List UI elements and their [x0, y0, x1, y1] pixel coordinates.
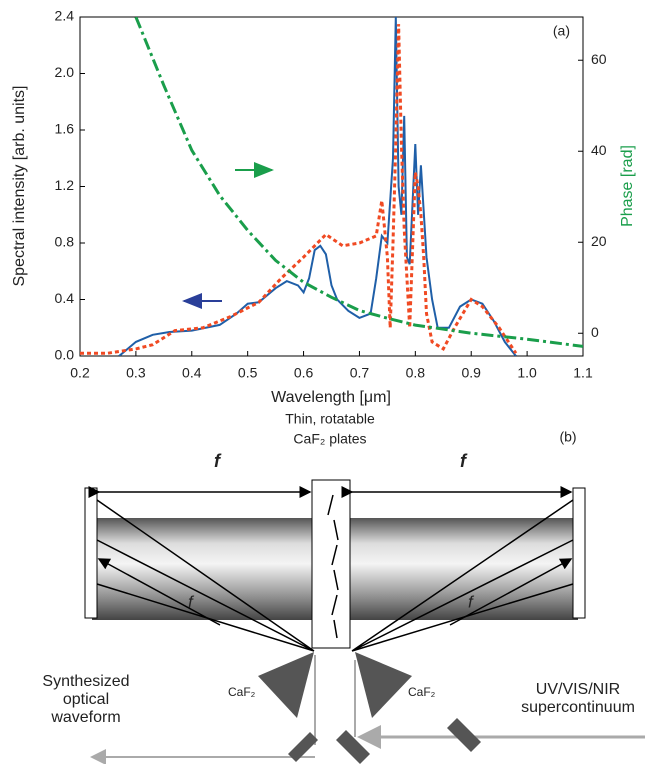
focal-label: f: [188, 592, 195, 611]
x-tick-label: 0.9: [461, 365, 481, 381]
focal-arrow: [97, 558, 221, 626]
x-axis-label: Wavelength [μm]: [271, 389, 391, 406]
y2-tick-label: 60: [591, 51, 607, 67]
chart: (a) Wavelength [μm] Spectral intensity […: [11, 8, 636, 407]
prism: [355, 652, 412, 718]
series-line: [80, 24, 518, 355]
focal-arrow: [449, 558, 573, 626]
x-tick-label: 1.1: [573, 365, 593, 381]
plates: [327, 494, 339, 639]
plot-lines: [80, 17, 583, 356]
y-axis-label: Spectral intensity [arb. units]: [11, 86, 28, 287]
x-tick-label: 0.8: [406, 365, 426, 381]
prism-label: CaF₂: [408, 685, 436, 699]
x-tick-label: 0.3: [126, 365, 146, 381]
input-label: supercontinuum: [521, 699, 635, 716]
output-label: Synthesized: [42, 673, 129, 690]
y-tick-label: 1.6: [55, 121, 75, 137]
y2-axis-label: Phase [rad]: [619, 145, 636, 227]
output-label: optical: [63, 691, 109, 708]
y-tick-label: 1.2: [55, 177, 75, 193]
mirror: [288, 718, 481, 764]
x-tick-label: 0.6: [294, 365, 314, 381]
y-tick-label: 2.4: [55, 8, 75, 24]
series-line: [118, 17, 517, 356]
x-tick-label: 1.0: [517, 365, 537, 381]
y-tick-label: 0.0: [55, 347, 75, 363]
output-label: waveform: [50, 709, 120, 726]
focal-label: f: [460, 451, 468, 471]
panel-label: (b): [559, 429, 576, 445]
y2-tick-label: 20: [591, 233, 607, 249]
panel-label: (a): [553, 23, 570, 39]
y-tick-label: 0.4: [55, 290, 75, 306]
series-line: [134, 17, 583, 348]
y2-tick-label: 0: [591, 324, 599, 340]
plates-label: Thin, rotatable: [285, 411, 375, 427]
y-tick-label: 0.8: [55, 234, 75, 250]
plates-label: CaF₂ plates: [293, 431, 366, 447]
y2-tick-label: 40: [591, 142, 607, 158]
prism: [258, 652, 314, 718]
input-label: UV/VIS/NIR: [536, 681, 620, 698]
plate-box: [311, 479, 351, 649]
x-tick-label: 0.2: [70, 365, 90, 381]
focal-label: f: [214, 451, 222, 471]
x-tick-label: 0.7: [350, 365, 370, 381]
x-tick-label: 0.4: [182, 365, 202, 381]
diagram: Thin, rotatable CaF₂ plates (b) f f f f …: [42, 411, 645, 765]
focal-label: f: [468, 592, 475, 611]
prism-label: CaF₂: [228, 685, 256, 699]
x-tick-label: 0.5: [238, 365, 258, 381]
y-tick-label: 2.0: [55, 64, 75, 80]
